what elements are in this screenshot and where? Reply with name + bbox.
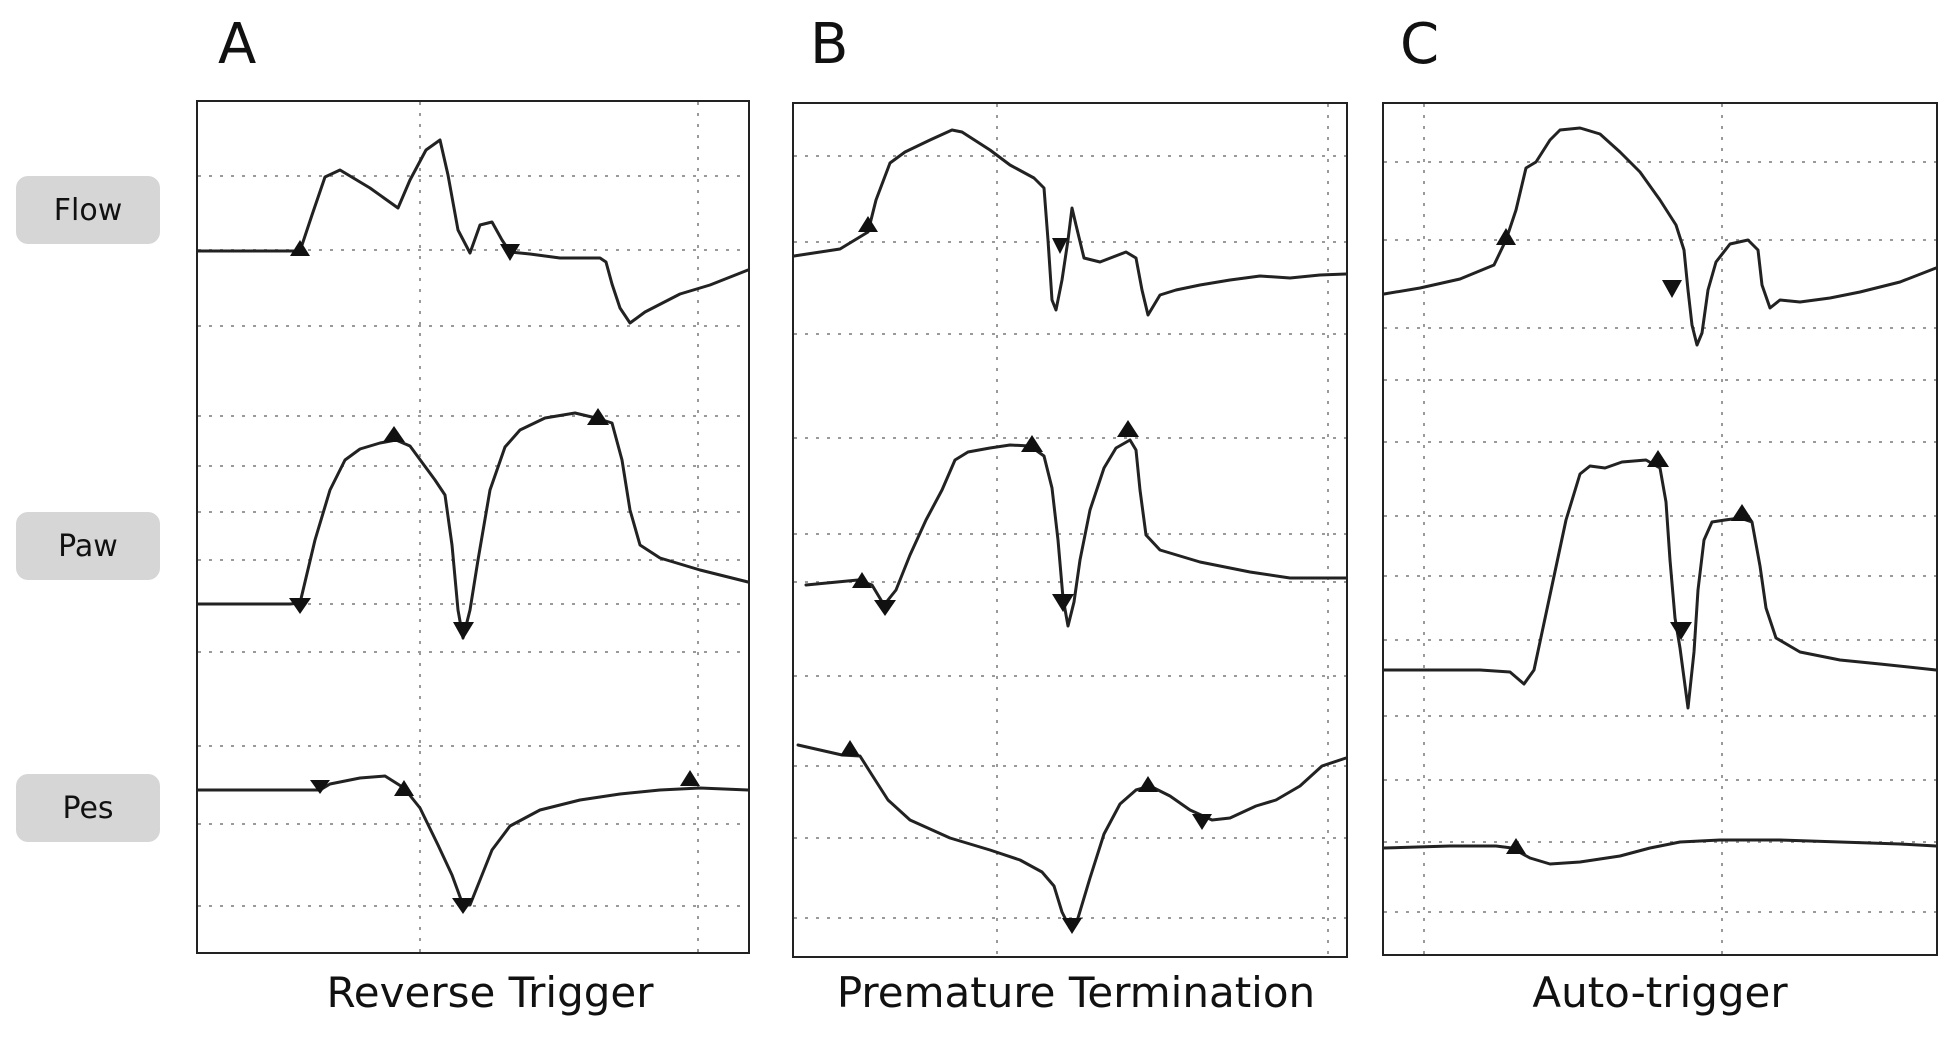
trigger-markers bbox=[289, 216, 1753, 934]
marker-up bbox=[680, 770, 700, 786]
panel-c-caption: Auto-trigger bbox=[1532, 968, 1788, 1017]
marker-down bbox=[874, 600, 896, 616]
marker-down bbox=[1192, 814, 1212, 830]
panel-b-pes-trace bbox=[796, 743, 1348, 930]
paw-label: Paw bbox=[16, 512, 160, 580]
marker-down bbox=[500, 244, 520, 261]
marker-up bbox=[1506, 838, 1526, 854]
marker-up bbox=[383, 426, 405, 442]
marker-down bbox=[1662, 280, 1682, 298]
panel-a-pes-trace bbox=[196, 774, 750, 907]
panel-c-pes-trace bbox=[1382, 838, 1938, 866]
marker-up bbox=[1731, 504, 1753, 521]
panel-a-flow-trace bbox=[196, 138, 750, 325]
marker-up bbox=[852, 572, 872, 588]
marker-up bbox=[840, 740, 860, 756]
marker-up bbox=[1138, 776, 1158, 792]
grid-lines bbox=[198, 102, 1936, 956]
marker-up bbox=[394, 780, 414, 796]
marker-down bbox=[1052, 594, 1074, 612]
panel-b-flow-trace bbox=[792, 128, 1348, 317]
panel-b-caption: Premature Termination bbox=[836, 968, 1316, 1017]
marker-down bbox=[289, 598, 311, 614]
panel-c-flow-trace bbox=[1382, 126, 1938, 347]
pes-label: Pes bbox=[16, 774, 160, 842]
flow-label: Flow bbox=[16, 176, 160, 244]
panel-c-letter: C bbox=[1400, 12, 1440, 77]
marker-up bbox=[290, 240, 310, 256]
marker-down bbox=[1052, 238, 1068, 254]
panel-b-paw-trace bbox=[804, 438, 1348, 628]
marker-up bbox=[858, 216, 878, 232]
panel-a-caption: Reverse Trigger bbox=[326, 968, 654, 1017]
panel-c bbox=[1382, 102, 1938, 956]
panel-a-letter: A bbox=[218, 12, 257, 77]
marker-up bbox=[1117, 420, 1139, 437]
marker-down bbox=[452, 898, 474, 914]
marker-down bbox=[1670, 622, 1692, 640]
panel-c-paw-trace bbox=[1382, 458, 1938, 710]
panel-b-letter: B bbox=[810, 12, 849, 77]
marker-up bbox=[1021, 435, 1043, 452]
marker-down bbox=[310, 780, 330, 794]
marker-up bbox=[1647, 450, 1669, 467]
marker-down bbox=[453, 622, 474, 640]
marker-up bbox=[587, 408, 609, 425]
panel-b bbox=[792, 102, 1348, 958]
marker-down bbox=[1062, 918, 1082, 934]
marker-up bbox=[1496, 228, 1516, 245]
